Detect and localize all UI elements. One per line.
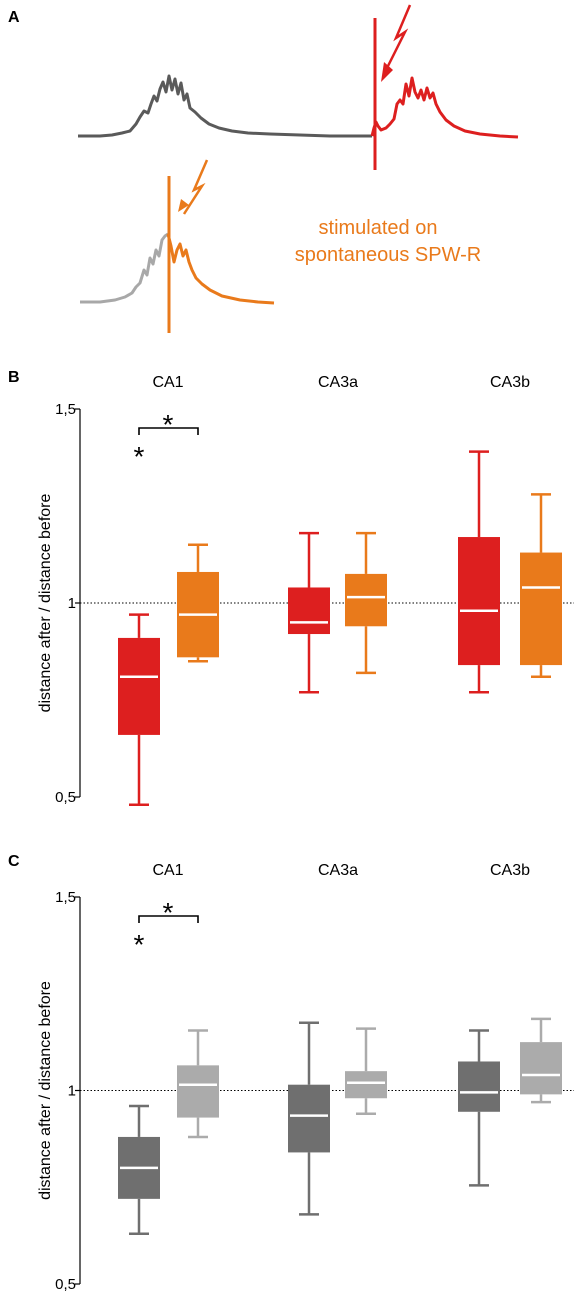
- arrowhead-icon: [178, 199, 189, 212]
- y-tick-label: 1,5: [55, 889, 76, 906]
- significance-bracket: [138, 427, 199, 435]
- significance-star: *: [134, 929, 145, 960]
- significance-star: *: [134, 441, 145, 472]
- box: [520, 552, 562, 666]
- spontaneous-onset-trace: [80, 232, 169, 304]
- box: [288, 587, 330, 635]
- annotation-line-2: spontaneous SPW-R: [295, 244, 481, 266]
- lightning-bolt-icon: [383, 4, 412, 73]
- panel-b: B 0,5 1 1,5 distance after / distance befor…: [8, 369, 574, 807]
- y-tick-label: 0,5: [55, 789, 76, 806]
- y-tick-label: 1,5: [55, 401, 76, 418]
- group-label: CA3b: [490, 862, 530, 879]
- panel-c: C 0,5 1 1,5 distance after / distance befor…: [8, 853, 574, 1293]
- box: [458, 1061, 500, 1112]
- box: [458, 537, 500, 666]
- annotation-line-1: stimulated on: [319, 217, 438, 239]
- y-tick-label: 0,5: [55, 1276, 76, 1293]
- spontaneous-trace: [78, 74, 372, 138]
- stimulated-trace: [370, 76, 519, 139]
- box: [345, 573, 387, 627]
- box: [118, 637, 160, 735]
- stimulated-on-spw-trace: [166, 233, 275, 305]
- significance-star: *: [163, 897, 174, 928]
- box: [177, 1065, 219, 1118]
- significance-bracket: [138, 915, 199, 923]
- panel-b-label: B: [8, 369, 20, 386]
- group-label: CA3a: [318, 374, 358, 391]
- panel-c-label: C: [8, 853, 20, 870]
- significance-star: *: [163, 409, 174, 440]
- box: [345, 1071, 387, 1099]
- box: [520, 1042, 562, 1095]
- group-label: CA3a: [318, 862, 358, 879]
- panel-a-label: A: [8, 9, 20, 26]
- box: [288, 1084, 330, 1153]
- group-label: CA3b: [490, 374, 530, 391]
- lightning-bolt-icon: [182, 159, 209, 215]
- arrowhead-icon: [381, 62, 393, 82]
- y-axis-label: distance after / distance before: [37, 494, 54, 713]
- panel-a: A stimulated on spontaneous SPW-R: [8, 4, 519, 333]
- y-tick-label: 1: [68, 595, 76, 612]
- group-label: CA1: [152, 862, 183, 879]
- y-tick-label: 1: [68, 1083, 76, 1100]
- y-axis-label: distance after / distance before: [37, 981, 54, 1200]
- group-label: CA1: [152, 374, 183, 391]
